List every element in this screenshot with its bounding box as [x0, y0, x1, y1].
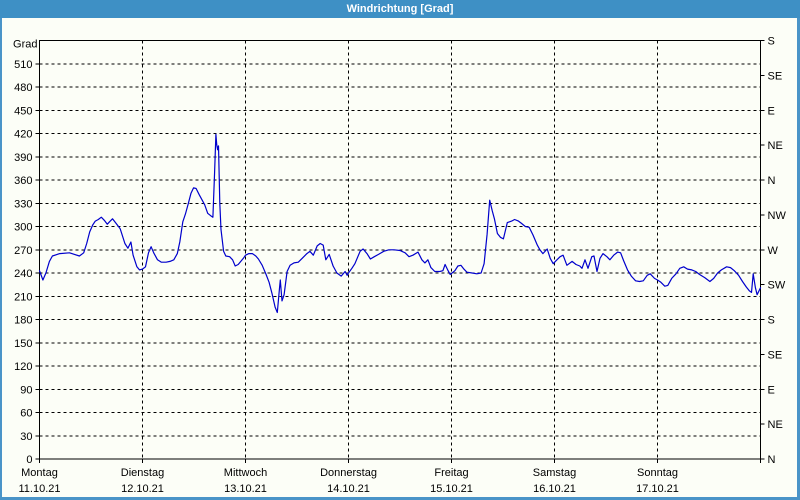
x-axis-day-label: Mittwoch — [224, 467, 267, 479]
x-axis-date-label: 12.10.21 — [121, 483, 164, 495]
window-border-left — [0, 18, 2, 500]
x-axis-date-label: 17.10.21 — [636, 483, 679, 495]
y-axis-tick-label: 270 — [14, 245, 32, 257]
compass-axis-label: NE — [768, 140, 783, 152]
x-axis-day-label: Dienstag — [121, 467, 164, 479]
y-axis-tick-label: 180 — [14, 315, 32, 327]
y-axis-tick-label: 390 — [14, 152, 32, 164]
y-axis-tick-label: 60 — [20, 408, 32, 420]
y-axis-tick-label: 480 — [14, 82, 32, 94]
y-axis-tick-label: 150 — [14, 338, 32, 350]
x-axis-date-label: 16.10.21 — [533, 483, 576, 495]
compass-axis-label: SE — [768, 70, 783, 82]
compass-axis-label: N — [768, 175, 776, 187]
wind-direction-line — [38, 133, 762, 314]
compass-axis-label: SW — [768, 280, 786, 292]
y-axis-tick-label: 240 — [14, 268, 32, 280]
compass-axis-label: S — [768, 315, 775, 327]
compass-axis-label: NE — [768, 419, 783, 431]
y-axis-tick-label: 360 — [14, 175, 32, 187]
compass-axis-label: E — [768, 384, 775, 396]
y-axis-tick-label: 300 — [14, 222, 32, 234]
x-axis-day-label: Montag — [21, 467, 58, 479]
y-axis-tick-label: 30 — [20, 431, 32, 443]
compass-axis-label: E — [768, 105, 775, 117]
x-axis-day-label: Samstag — [533, 467, 576, 479]
compass-axis-label: SE — [768, 349, 783, 361]
compass-axis-label: N — [768, 454, 776, 466]
y-axis-tick-label: 0 — [26, 454, 32, 466]
y-axis-tick-label: 330 — [14, 198, 32, 210]
title-bar: Windrichtung [Grad] — [0, 0, 800, 18]
compass-axis-label: S — [768, 36, 775, 48]
y-axis-tick-label: 450 — [14, 105, 32, 117]
window-border-right — [797, 18, 800, 500]
compass-axis-label: W — [768, 245, 779, 257]
x-axis-day-label: Sonntag — [637, 467, 678, 479]
y-axis-title: Grad — [13, 39, 37, 51]
compass-axis-label: NW — [768, 210, 787, 222]
x-axis-date-label: 13.10.21 — [224, 483, 267, 495]
y-axis-tick-label: 420 — [14, 129, 32, 141]
x-axis-day-label: Donnerstag — [320, 467, 377, 479]
y-axis-tick-label: 510 — [14, 59, 32, 71]
x-axis-date-label: 15.10.21 — [430, 483, 473, 495]
window-border-bottom — [0, 497, 800, 500]
x-axis-date-label: 11.10.21 — [18, 483, 60, 495]
x-axis-date-label: 14.10.21 — [327, 483, 370, 495]
x-axis-day-label: Freitag — [434, 467, 468, 479]
y-axis-tick-label: 90 — [20, 384, 32, 396]
y-axis-tick-label: 120 — [14, 361, 32, 373]
y-axis-tick-label: 210 — [14, 291, 32, 303]
wind-direction-chart: 0 30 60 90 120 150 180 210 240 270 300 330 360 390 420… — [13, 36, 787, 496]
window-title: Windrichtung [Grad] — [346, 3, 454, 15]
